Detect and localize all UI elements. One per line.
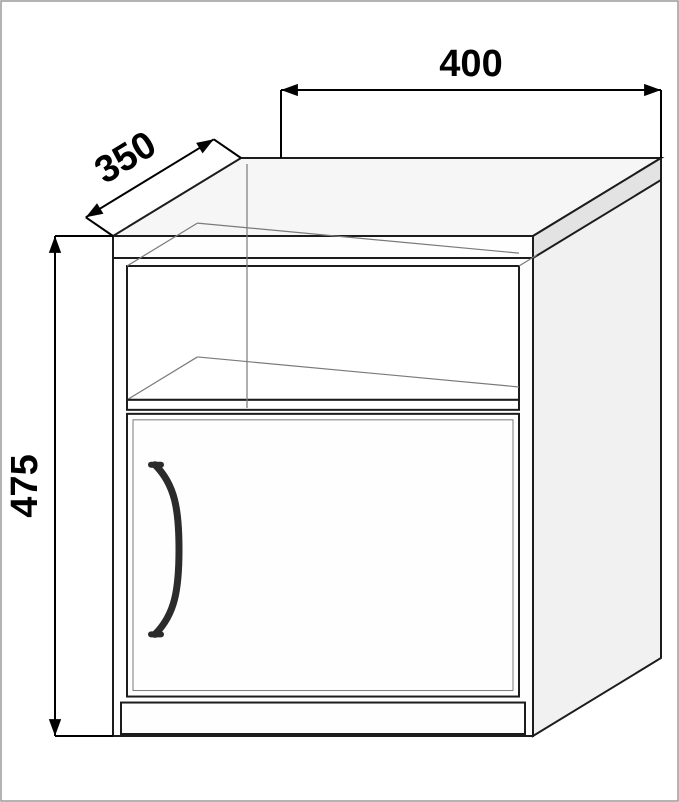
dim-label-width: 400: [439, 43, 502, 85]
plinth: [121, 703, 525, 734]
worktop-front-edge: [113, 236, 533, 258]
dimension-arrowhead: [49, 719, 61, 736]
dimension-arrowhead: [196, 139, 214, 153]
dimension-arrowhead: [281, 84, 298, 96]
dim-label-height: 475: [4, 454, 46, 517]
dim-extension: [214, 139, 241, 158]
dimension-arrowhead: [644, 84, 661, 96]
dimension-arrowhead: [86, 203, 104, 217]
cabinet-door[interactable]: [127, 414, 519, 697]
dimension-arrowhead: [49, 236, 61, 253]
open-shelf-opening: [127, 266, 519, 400]
shelf-front-edge: [127, 400, 519, 410]
dim-extension: [86, 217, 113, 236]
dim-label-depth: 350: [88, 123, 164, 192]
